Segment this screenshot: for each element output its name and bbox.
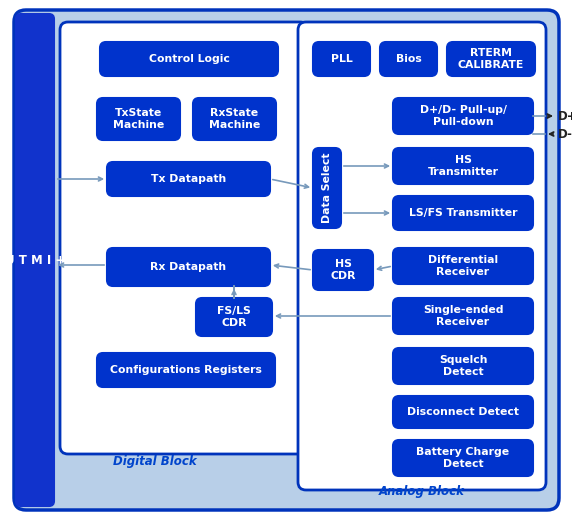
Text: RxState
Machine: RxState Machine	[209, 108, 260, 130]
Text: Data Select: Data Select	[322, 153, 332, 223]
Text: Bios: Bios	[396, 54, 422, 64]
FancyBboxPatch shape	[393, 440, 533, 476]
Text: Digital Block: Digital Block	[113, 455, 197, 468]
FancyBboxPatch shape	[393, 348, 533, 384]
FancyBboxPatch shape	[313, 148, 341, 228]
Text: Configurations Registers: Configurations Registers	[110, 365, 262, 375]
FancyBboxPatch shape	[193, 98, 276, 140]
Text: Differential
Receiver: Differential Receiver	[428, 255, 498, 277]
Text: Disconnect Detect: Disconnect Detect	[407, 407, 519, 417]
Text: FS/LS
CDR: FS/LS CDR	[217, 306, 251, 328]
Text: HS
CDR: HS CDR	[330, 259, 356, 281]
Text: TxState
Machine: TxState Machine	[113, 108, 164, 130]
FancyBboxPatch shape	[313, 250, 373, 290]
Text: U T M I +: U T M I +	[5, 254, 65, 267]
FancyBboxPatch shape	[107, 162, 270, 196]
FancyBboxPatch shape	[380, 42, 437, 76]
Text: Squelch
Detect: Squelch Detect	[439, 355, 487, 377]
FancyBboxPatch shape	[16, 14, 54, 506]
Text: Rx Datapath: Rx Datapath	[150, 262, 227, 272]
FancyBboxPatch shape	[393, 98, 533, 134]
Text: HS
Transmitter: HS Transmitter	[427, 155, 499, 177]
FancyBboxPatch shape	[100, 42, 278, 76]
FancyBboxPatch shape	[196, 298, 272, 336]
Text: PLL: PLL	[331, 54, 352, 64]
FancyBboxPatch shape	[60, 22, 308, 454]
FancyBboxPatch shape	[393, 196, 533, 230]
FancyBboxPatch shape	[313, 42, 370, 76]
Text: Single-ended
Receiver: Single-ended Receiver	[423, 305, 503, 327]
Text: D+/D- Pull-up/
Pull-down: D+/D- Pull-up/ Pull-down	[419, 105, 506, 127]
Text: LS/FS Transmitter: LS/FS Transmitter	[409, 208, 517, 218]
Text: Battery Charge
Detect: Battery Charge Detect	[416, 447, 510, 469]
Text: D-: D-	[558, 127, 572, 140]
Text: RTERM
CALIBRATE: RTERM CALIBRATE	[458, 48, 524, 70]
FancyBboxPatch shape	[393, 298, 533, 334]
FancyBboxPatch shape	[97, 353, 275, 387]
FancyBboxPatch shape	[393, 248, 533, 284]
FancyBboxPatch shape	[298, 22, 546, 490]
Text: Tx Datapath: Tx Datapath	[151, 174, 226, 184]
FancyBboxPatch shape	[447, 42, 535, 76]
FancyBboxPatch shape	[393, 396, 533, 428]
Text: Control Logic: Control Logic	[149, 54, 229, 64]
FancyBboxPatch shape	[393, 148, 533, 184]
Text: Analog Block: Analog Block	[379, 486, 465, 498]
FancyBboxPatch shape	[14, 10, 559, 510]
FancyBboxPatch shape	[97, 98, 180, 140]
Text: D+: D+	[558, 110, 572, 123]
FancyBboxPatch shape	[107, 248, 270, 286]
